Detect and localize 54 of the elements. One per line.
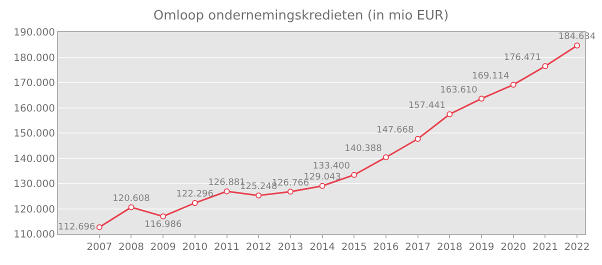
y-tick-label: 160.000 <box>14 103 55 114</box>
data-label: 184.634 <box>558 32 596 42</box>
point <box>510 82 516 88</box>
y-tick-label: 170.000 <box>14 78 55 89</box>
point <box>414 136 421 142</box>
data-label: 133.400 <box>312 162 350 172</box>
point <box>128 204 134 210</box>
x-tick-label: 2021 <box>532 242 558 253</box>
x-tick-label: 2008 <box>118 242 144 253</box>
y-tick-label: 190.000 <box>14 28 55 38</box>
y-tick-label: 140.000 <box>14 154 55 165</box>
x-tick-label: 2012 <box>246 242 272 253</box>
x-tick-label: 2017 <box>405 242 431 253</box>
data-label: 122.296 <box>176 190 214 200</box>
x-tick-label: 2020 <box>500 242 526 253</box>
data-label: 169.114 <box>472 71 510 82</box>
x-tick-label: 2010 <box>182 242 208 253</box>
x-tick-label: 2016 <box>373 242 399 253</box>
x-tick-label: 2022 <box>564 242 590 253</box>
point <box>542 63 548 70</box>
data-label: 120.608 <box>112 194 150 204</box>
point <box>160 213 166 220</box>
data-label: 147.668 <box>376 126 414 136</box>
x-tick-label: 2011 <box>214 242 240 253</box>
data-label: 112.696 <box>58 222 96 232</box>
point <box>574 42 580 49</box>
point <box>351 172 358 178</box>
point <box>224 188 230 194</box>
point <box>287 188 294 195</box>
x-tick-label: 2015 <box>341 242 367 253</box>
x-tick-label: 2013 <box>278 242 304 253</box>
y-tick-label: 120.000 <box>14 204 55 216</box>
x-tick-label: 2018 <box>436 242 462 253</box>
point <box>256 192 262 198</box>
point <box>446 111 453 118</box>
point <box>478 96 485 102</box>
y-tick-label: 180.000 <box>14 52 55 64</box>
x-tick-label: 2014 <box>310 242 336 253</box>
y-tick-label: 130.000 <box>14 179 55 190</box>
point <box>96 224 102 230</box>
data-label: 163.610 <box>440 85 478 96</box>
y-tick-label: 150.000 <box>14 128 55 140</box>
chart-title: Omloop ondernemingskredieten (in mio EUR) <box>153 8 449 24</box>
data-label: 116.986 <box>144 220 182 230</box>
x-tick-label: 2009 <box>150 242 176 253</box>
data-label: 140.388 <box>344 144 382 154</box>
data-label: 176.471 <box>504 52 542 63</box>
x-tick-label: 2019 <box>468 242 494 253</box>
y-tick-label: 110.000 <box>14 230 55 240</box>
point <box>382 154 389 160</box>
point <box>319 182 326 189</box>
x-tick-label: 2007 <box>86 242 112 253</box>
point <box>192 200 198 206</box>
data-label: 157.441 <box>408 100 446 111</box>
